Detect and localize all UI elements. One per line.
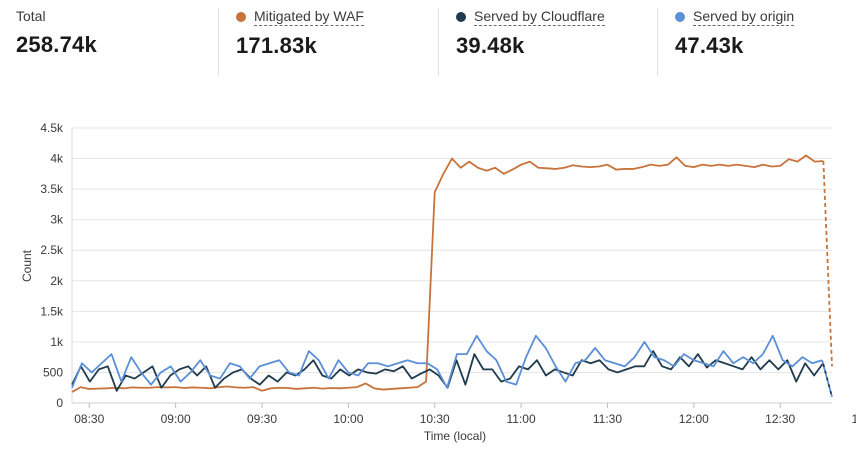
y-tick-label: 500 (43, 365, 63, 379)
stat-divider (218, 8, 219, 76)
stat-label[interactable]: Mitigated by WAF (254, 8, 364, 26)
y-tick-label: 2k (50, 274, 64, 288)
stat-label[interactable]: Served by origin (693, 8, 795, 26)
summary-stats: Total 258.74k Mitigated by WAF 171.83k S… (0, 0, 856, 80)
stat-divider (438, 8, 439, 76)
x-tick-label: 12:30 (765, 412, 795, 426)
series-dashed-tail-served-by-cloudflare (822, 363, 833, 398)
stat-served-by-origin[interactable]: Served by origin 47.43k (675, 8, 845, 76)
series-dashed-tail-mitigated-by-waf (822, 160, 833, 367)
x-tick-label: 13:00 (852, 412, 856, 426)
legend-dot-icon (456, 12, 466, 22)
stat-label: Total (16, 8, 46, 24)
series-line-mitigated-by-waf (71, 154, 824, 393)
stat-value: 39.48k (456, 33, 525, 58)
stat-value: 47.43k (675, 33, 744, 58)
x-axis-label: Time (local) (424, 429, 486, 443)
stat-label[interactable]: Served by Cloudflare (474, 8, 605, 26)
x-tick-label: 08:30 (74, 412, 104, 426)
series-line-served-by-origin (71, 334, 823, 389)
x-tick-label: 11:00 (507, 412, 536, 426)
stat-value: 258.74k (16, 32, 97, 57)
legend-dot-icon (236, 12, 246, 22)
x-tick-label: 10:30 (420, 412, 450, 426)
y-tick-label: 1k (50, 335, 64, 349)
y-tick-label: 1.5k (40, 304, 64, 318)
x-tick-label: 09:30 (247, 412, 277, 426)
series-lines (71, 154, 833, 398)
y-tick-label: 4k (50, 152, 64, 166)
y-axis: 0 500 1k 1.5k 2k 2.5k 3k 3.5k 4k 4.5k (40, 121, 64, 410)
y-axis-label: Count (20, 249, 34, 282)
x-tick-label: 12:00 (679, 412, 709, 426)
stat-served-by-cloudflare[interactable]: Served by Cloudflare 39.48k (456, 8, 646, 76)
y-tick-label: 4.5k (40, 121, 64, 135)
stat-mitigated-by-waf[interactable]: Mitigated by WAF 171.83k (236, 8, 426, 76)
x-tick-label: 09:00 (161, 412, 191, 426)
y-tick-label: 0 (56, 396, 63, 410)
x-tick-label: 10:00 (333, 412, 363, 426)
y-tick-label: 3.5k (40, 182, 64, 196)
stat-value: 171.83k (236, 33, 317, 58)
x-tick-label: 11:30 (593, 412, 622, 426)
stat-total: Total 258.74k (16, 8, 206, 76)
x-axis: 08:30 09:00 09:30 10:00 10:30 11:00 11:30 12:00… (74, 403, 856, 426)
stat-divider (657, 8, 658, 76)
series-dashed-tail-served-by-origin (821, 359, 833, 398)
legend-dot-icon (675, 12, 685, 22)
y-tick-label: 3k (50, 213, 64, 227)
y-tick-label: 2.5k (40, 243, 64, 257)
